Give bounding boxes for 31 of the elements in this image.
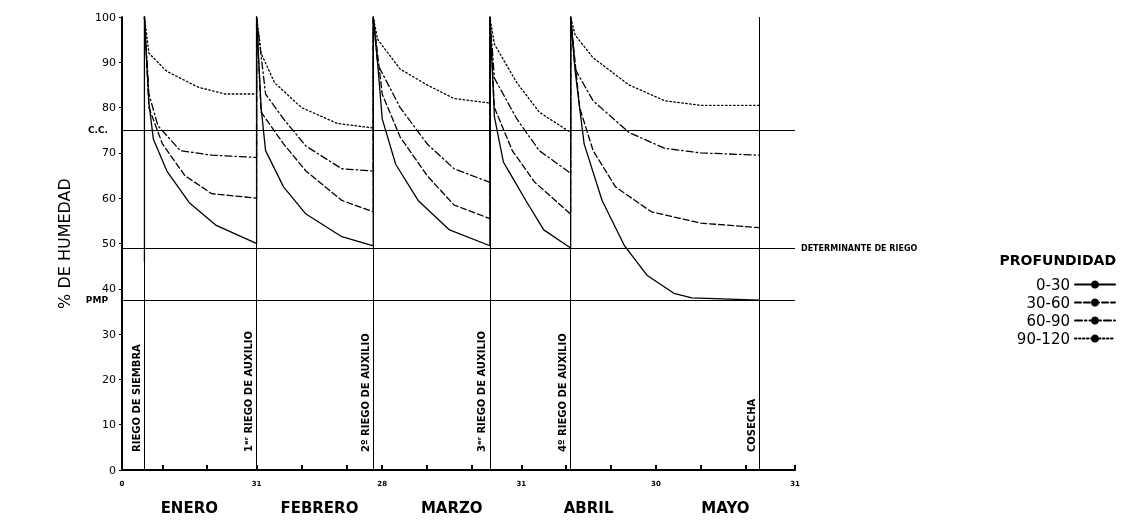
legend-label: 90-120 [1016,329,1070,348]
y-tick-label: 30 [102,327,116,341]
ref-line-label: 3ᵉʳ RIEGO DE AUXILIO [476,330,488,452]
legend-title: PROFUNDIDAD [999,252,1116,268]
y-tick-label: 20 [102,372,116,386]
legend-label: 0-30 [1035,275,1070,294]
legend-label: 30-60 [1026,293,1070,312]
text: MARZO [420,498,483,517]
ref-line-label: PMP [85,295,109,306]
legend-label: 60-90 [1026,311,1070,330]
text: ENERO [160,498,218,517]
ref-line-label: 2º RIEGO DE AUXILIO [359,333,371,452]
y-tick-label: 10 [102,418,116,432]
y-tick-label: 60 [102,191,116,205]
y-tick-label: 50 [102,237,116,250]
ref-line-label: COSECHA [745,398,757,452]
y-tick-label: 80 [102,101,116,115]
text: MAYO [701,498,750,517]
y-tick-label: 70 [102,146,116,160]
y-tick-label: 100 [95,10,116,24]
y-tick-label: 40 [102,282,116,296]
y-axis-title: % DE HUMEDAD [54,178,74,309]
ref-line-label: 1ᵉʳ RIEGO DE AUXILIO [243,330,255,452]
text: ABRIL [563,498,614,517]
y-tick-label: 90 [102,55,116,69]
ref-line-label: RIEGO DE SIEMBRA [130,343,142,452]
y-tick-label: 0 [109,463,116,477]
ref-line-label: 4º RIEGO DE AUXILIO [557,333,569,452]
text: FEBRERO [280,498,359,517]
ref-line-label: C.C. [87,125,108,136]
ref-line-label: DETERMINANTE DE RIEGO [801,243,918,253]
